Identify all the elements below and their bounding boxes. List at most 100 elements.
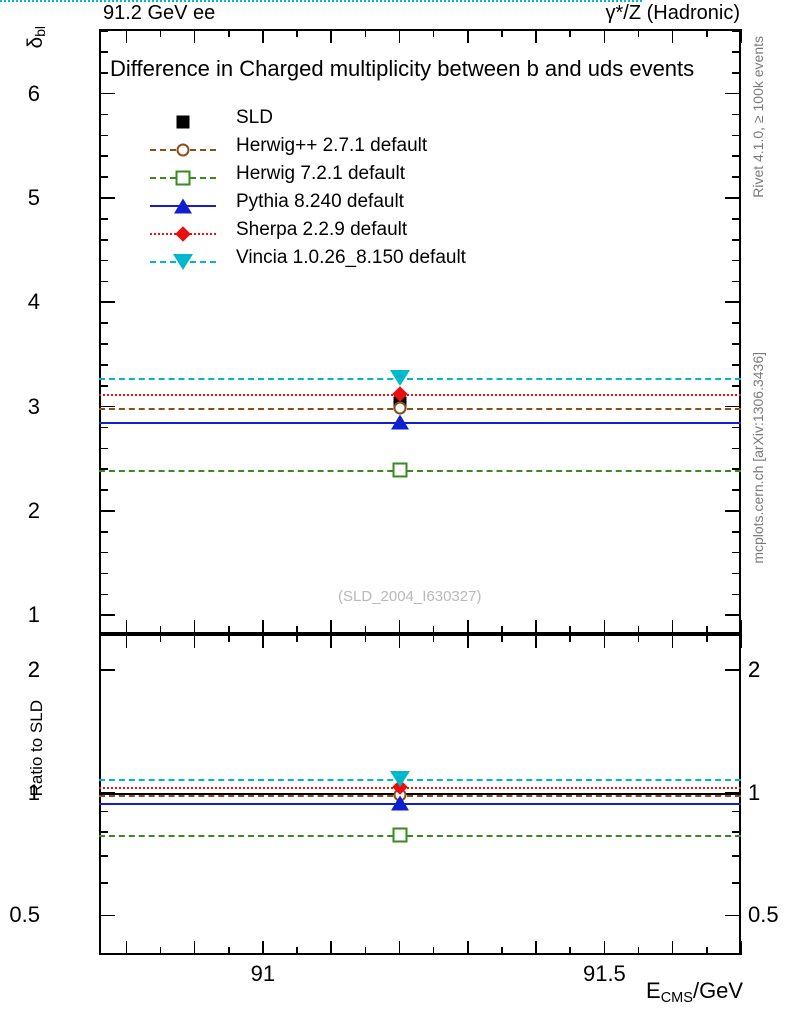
main-y-tick-label: 2	[27, 497, 40, 523]
main-x-tick	[193, 620, 196, 634]
main-y-tick	[732, 176, 741, 178]
legend-label-2: Herwig 7.2.1 default	[236, 163, 405, 184]
ratio-x-tick	[740, 941, 742, 955]
main-y-tick	[99, 468, 108, 470]
main-x-tick	[296, 29, 298, 37]
main-y-tick	[732, 113, 741, 116]
ratio-x-tick	[330, 941, 332, 955]
main-x-tick	[569, 29, 572, 37]
legend-item-5[interactable]: Vincia 1.0.26_8.150 default	[150, 247, 480, 276]
main-x-tick	[603, 620, 606, 634]
main-y-tick	[99, 489, 108, 491]
ratio-x-tick	[501, 947, 503, 955]
data-line-2	[99, 470, 741, 473]
main-y-tick	[99, 364, 108, 366]
main-x-tick	[330, 620, 332, 634]
ratio-x-tick	[706, 947, 708, 955]
legend: SLD Herwig++ 2.7.1 default Herwig 7.2.1 de…	[150, 107, 480, 276]
ratio-y-tick	[725, 914, 741, 917]
main-y-tick	[99, 530, 108, 533]
data-marker-2	[392, 462, 407, 478]
main-x-tick	[637, 626, 640, 634]
legend-item-1[interactable]: Herwig++ 2.7.1 default	[150, 135, 480, 164]
ratio-x-tick	[159, 634, 162, 642]
main-y-tick	[732, 489, 741, 491]
ratio-y-tick	[99, 914, 115, 917]
ratio-y-tick-label: 2	[27, 656, 40, 682]
main-y-tick-label: 6	[27, 80, 40, 106]
ratio-line-1	[99, 795, 741, 798]
main-y-tick	[732, 384, 741, 387]
main-x-tick	[227, 29, 230, 37]
legend-item-2[interactable]: Herwig 7.2.1 default	[150, 163, 480, 192]
main-y-tick	[99, 155, 108, 158]
legend-item-0[interactable]: SLD	[150, 107, 480, 136]
main-x-tick	[467, 29, 469, 43]
legend-marker-glyph-2	[175, 170, 191, 186]
main-y-tick	[732, 343, 741, 345]
main-x-tick	[535, 29, 537, 43]
ratio-x-tick	[296, 947, 298, 955]
legend-item-4[interactable]: Sherpa 2.2.9 default	[150, 219, 480, 248]
main-y-tick	[732, 72, 741, 74]
ratio-x-tick	[501, 634, 503, 642]
mcplots-source-note: mcplots.cern.ch [arXiv:1306.3436]	[750, 352, 766, 564]
legend-marker-glyph-4	[175, 226, 191, 242]
main-x-tick	[740, 29, 742, 43]
main-y-tick	[725, 405, 741, 408]
main-y-tick	[732, 364, 741, 366]
main-y-tick	[99, 113, 108, 116]
x-tick-label: 91.5	[582, 961, 626, 986]
legend-marker-glyph-0	[176, 115, 190, 129]
ratio-x-tick	[262, 634, 264, 648]
main-x-tick	[398, 29, 401, 43]
main-y-tick	[732, 238, 741, 241]
ratio-x-tick	[569, 947, 572, 955]
main-y-tick	[99, 426, 108, 429]
main-y-tick-label: 3	[27, 393, 40, 419]
main-plot-frame	[99, 29, 741, 634]
legend-marker-glyph-1	[176, 143, 190, 157]
ratio-reference-line	[99, 792, 741, 795]
main-y-tick	[732, 280, 741, 283]
main-x-tick	[501, 626, 503, 634]
main-y-tick-label: 5	[27, 184, 40, 210]
main-y-tick	[99, 72, 108, 74]
main-y-tick	[732, 30, 741, 32]
main-x-tick	[501, 29, 503, 37]
main-y-tick	[99, 238, 108, 241]
main-y-tick	[99, 134, 108, 137]
ratio-x-tick	[603, 634, 606, 648]
main-y-tick	[99, 384, 108, 387]
legend-label-0: SLD	[236, 107, 273, 128]
legend-label-1: Herwig++ 2.7.1 default	[236, 135, 428, 156]
ratio-y-tick	[99, 831, 108, 834]
data-marker-1	[393, 401, 406, 415]
ratio-line-5	[99, 779, 741, 782]
main-y-tick	[99, 572, 108, 575]
main-x-tick	[364, 626, 367, 634]
ratio-y-tick	[732, 855, 741, 857]
legend-marker-glyph-5	[173, 254, 193, 270]
ratio-x-tick	[637, 947, 640, 955]
legend-marker-glyph-3	[174, 198, 192, 214]
main-x-tick	[364, 29, 367, 37]
main-y-tick	[732, 447, 741, 450]
main-y-tick-label: 4	[27, 289, 40, 315]
ratio-x-tick	[671, 634, 674, 648]
main-y-tick	[725, 510, 741, 512]
main-x-tick	[467, 620, 469, 634]
ratio-y-tick	[99, 882, 108, 884]
ratio-y-tick	[732, 882, 741, 884]
legend-item-3[interactable]: Pythia 8.240 default	[150, 191, 480, 220]
main-x-tick	[569, 626, 572, 634]
ratio-y-tick-label: 1	[27, 779, 40, 805]
ratio-y-tick	[99, 855, 108, 857]
ratio-y-tick	[732, 810, 741, 813]
main-y-tick	[732, 155, 741, 158]
main-x-tick	[671, 29, 674, 43]
main-y-tick	[99, 176, 108, 178]
legend-label-4: Sherpa 2.2.9 default	[236, 219, 408, 240]
main-y-tick	[732, 572, 741, 575]
main-x-tick	[637, 29, 640, 37]
